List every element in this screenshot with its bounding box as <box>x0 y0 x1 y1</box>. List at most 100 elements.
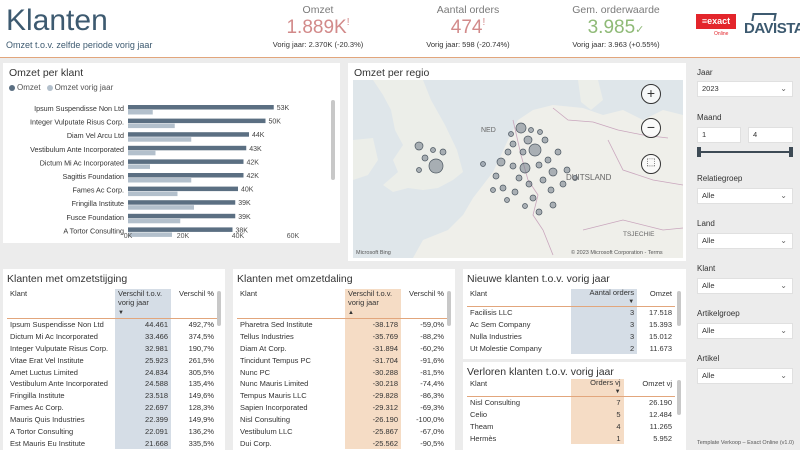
maand-range-slider[interactable] <box>699 151 791 153</box>
col-klant[interactable]: Klant <box>470 379 488 388</box>
table-row[interactable]: Pharetra Sed Institute -38.178 -59,0% <box>237 318 447 331</box>
table-row[interactable]: Celio 5 12.484 <box>467 408 675 421</box>
col-klant[interactable]: Klant <box>240 289 258 298</box>
slider-handle-start[interactable] <box>697 147 701 157</box>
table-row[interactable]: Mauris Quis Industries 22.399 149,9% <box>7 413 217 426</box>
table-row[interactable]: Tellus Industries -35.769 -88,2% <box>237 330 447 343</box>
table-scrollbar[interactable] <box>447 291 451 326</box>
bar-omzet[interactable] <box>128 186 238 192</box>
col-verschil[interactable]: Verschil t.o.v. vorig jaar ▲ <box>345 289 401 319</box>
table-row[interactable]: Sapien Incorporated -29.312 -69,3% <box>237 401 447 414</box>
bar-omzet-vorig-jaar[interactable] <box>128 150 156 156</box>
table-row[interactable]: Nunc PC -30.288 -81,5% <box>237 366 447 378</box>
col-omzet[interactable]: Omzet <box>649 289 672 298</box>
table-row[interactable]: Diam At Corp. -31.894 -60,2% <box>237 342 447 355</box>
sort-desc-icon: ▼ <box>628 299 635 305</box>
cell-value: 4 <box>571 420 624 433</box>
table-row[interactable]: Ac Sem Company 3 15.393 <box>467 318 675 331</box>
artikel-dropdown[interactable]: Alle ⌄ <box>697 368 793 384</box>
cell-value: -60,2% <box>420 343 444 353</box>
bar-omzet[interactable] <box>128 173 244 178</box>
table-row[interactable]: Fringilla Institute 23.518 149,6% <box>7 389 217 402</box>
table-row[interactable]: Ut Molestie Company 2 11.673 <box>467 342 675 355</box>
bar-omzet-vorig-jaar[interactable] <box>128 218 181 224</box>
cell-klant: Amet Luctus Limited <box>10 367 78 377</box>
cell-klant: Integer Vulputate Risus Corp. <box>10 343 109 353</box>
cell-klant: Tempus Mauris LLC <box>240 391 307 401</box>
bar-omzet-vorig-jaar[interactable] <box>128 110 153 115</box>
bar-omzet[interactable] <box>128 145 247 151</box>
slider-handle-end[interactable] <box>789 147 793 157</box>
kpi-label: Omzet <box>302 4 334 16</box>
table-row[interactable]: Ipsum Suspendisse Non Ltd 44.461 492,7% <box>7 318 217 331</box>
cell-value: -26.190 <box>345 413 401 426</box>
bar-omzet-vorig-jaar[interactable] <box>128 123 175 129</box>
table-scrollbar[interactable] <box>217 291 221 326</box>
table-row[interactable]: Nisl Consulting 7 26.190 <box>467 396 675 409</box>
cell-value: -91,6% <box>420 355 444 365</box>
bar-omzet-vorig-jaar[interactable] <box>128 178 192 183</box>
bar-omzet-vorig-jaar[interactable] <box>128 191 178 197</box>
table-row[interactable]: Nulla Industries 3 15.012 <box>467 330 675 343</box>
relatiegroep-dropdown[interactable]: Alle ⌄ <box>697 188 793 204</box>
col-verschil-pct[interactable]: Verschil % <box>408 289 444 298</box>
zoom-in-button[interactable]: + <box>641 84 661 104</box>
maand-from-input[interactable]: 1 <box>697 127 741 143</box>
col-verschil-pct[interactable]: Verschil % <box>178 289 214 298</box>
chart-scrollbar[interactable] <box>331 100 335 180</box>
table-row[interactable]: Vestibulum Ante Incorporated 24.588 135,4% <box>7 377 217 390</box>
bar-omzet-vorig-jaar[interactable] <box>128 137 192 142</box>
data-label: 42K <box>247 159 260 166</box>
table-row[interactable]: Amet Luctus Limited 24.834 305,5% <box>7 366 217 378</box>
bar-omzet-vorig-jaar[interactable] <box>128 205 194 210</box>
table-row[interactable]: Hermès 1 5.952 <box>467 432 675 445</box>
klant-dropdown[interactable]: Alle ⌄ <box>697 278 793 294</box>
jaar-dropdown[interactable]: 2023 ⌄ <box>697 81 793 97</box>
table-row[interactable]: Tempus Mauris LLC -29.828 -86,3% <box>237 389 447 402</box>
col-verschil[interactable]: Verschil t.o.v. vorig jaar ▼ <box>115 289 171 319</box>
map-label-duitsland: DUITSLAND <box>566 173 612 182</box>
bar-omzet-vorig-jaar[interactable] <box>128 164 150 169</box>
chevron-down-icon: ⌄ <box>780 84 787 93</box>
panel-title: Klanten met omzetstijging <box>7 273 128 285</box>
bar-omzet[interactable] <box>128 132 249 137</box>
table-row[interactable]: Fames Ac Corp. 22.697 128,3% <box>7 401 217 414</box>
bar-omzet[interactable] <box>128 118 266 124</box>
col-klant[interactable]: Klant <box>470 289 488 298</box>
bar-omzet[interactable] <box>128 213 236 219</box>
table-row[interactable]: Nisl Consulting -26.190 -100,0% <box>237 413 447 426</box>
cell-value: 24.834 <box>115 366 171 378</box>
col-omzet-vj[interactable]: Omzet vj <box>642 379 672 388</box>
table-row[interactable]: Nunc Mauris Limited -30.218 -74,4% <box>237 377 447 390</box>
zoom-out-button[interactable]: − <box>641 118 661 138</box>
table-row[interactable]: Est Mauris Eu Institute 21.668 335,5% <box>7 437 217 450</box>
table-row[interactable]: Dui Corp. -25.562 -90,5% <box>237 437 447 450</box>
table-scrollbar[interactable] <box>677 291 681 326</box>
col-aantal-orders[interactable]: Aantal orders ▼ <box>571 289 638 307</box>
region-map[interactable]: NED DUITSLAND TSJECHIE Microsoft Bing © … <box>353 80 683 258</box>
artikelgroep-dropdown[interactable]: Alle ⌄ <box>697 323 793 339</box>
table-row[interactable]: A Tortor Consulting 22.091 136,2% <box>7 425 217 438</box>
chevron-down-icon: ⌄ <box>780 236 787 245</box>
select-area-button[interactable]: ⬚ <box>641 154 661 174</box>
col-orders-vj[interactable]: Orders vj ▼ <box>571 379 624 397</box>
maand-to-input[interactable]: 4 <box>748 127 793 143</box>
table-row[interactable]: Theam 4 11.265 <box>467 420 675 433</box>
table-scrollbar[interactable] <box>677 380 681 415</box>
bar-omzet[interactable] <box>128 200 236 205</box>
table-row[interactable]: Vestibulum LLC -25.867 -67,0% <box>237 425 447 438</box>
bar-omzet[interactable] <box>128 159 244 164</box>
bar-omzet[interactable] <box>128 227 233 232</box>
table-row[interactable]: Integer Vulputate Risus Corp. 32.981 190,7… <box>7 342 217 355</box>
table-row[interactable]: Facilisis LLC 3 17.518 <box>467 306 675 319</box>
bar-omzet[interactable] <box>128 105 274 110</box>
kpi-orderwaarde: Gem. orderwaarde 3.985✓ Vorig jaar: 3.96… <box>566 4 666 49</box>
land-dropdown[interactable]: Alle ⌄ <box>697 233 793 249</box>
table-row[interactable]: Dictum Mi Ac Incorporated 33.466 374,5% <box>7 330 217 343</box>
table-row[interactable]: Tincidunt Tempus PC -31.704 -91,6% <box>237 354 447 367</box>
cell-value: -74,4% <box>420 379 444 389</box>
col-klant[interactable]: Klant <box>10 289 28 298</box>
data-label: 50K <box>269 119 282 126</box>
bar-omzet-vorig-jaar[interactable] <box>128 232 172 237</box>
table-row[interactable]: Vitae Erat Vel Institute 25.923 261,5% <box>7 354 217 367</box>
